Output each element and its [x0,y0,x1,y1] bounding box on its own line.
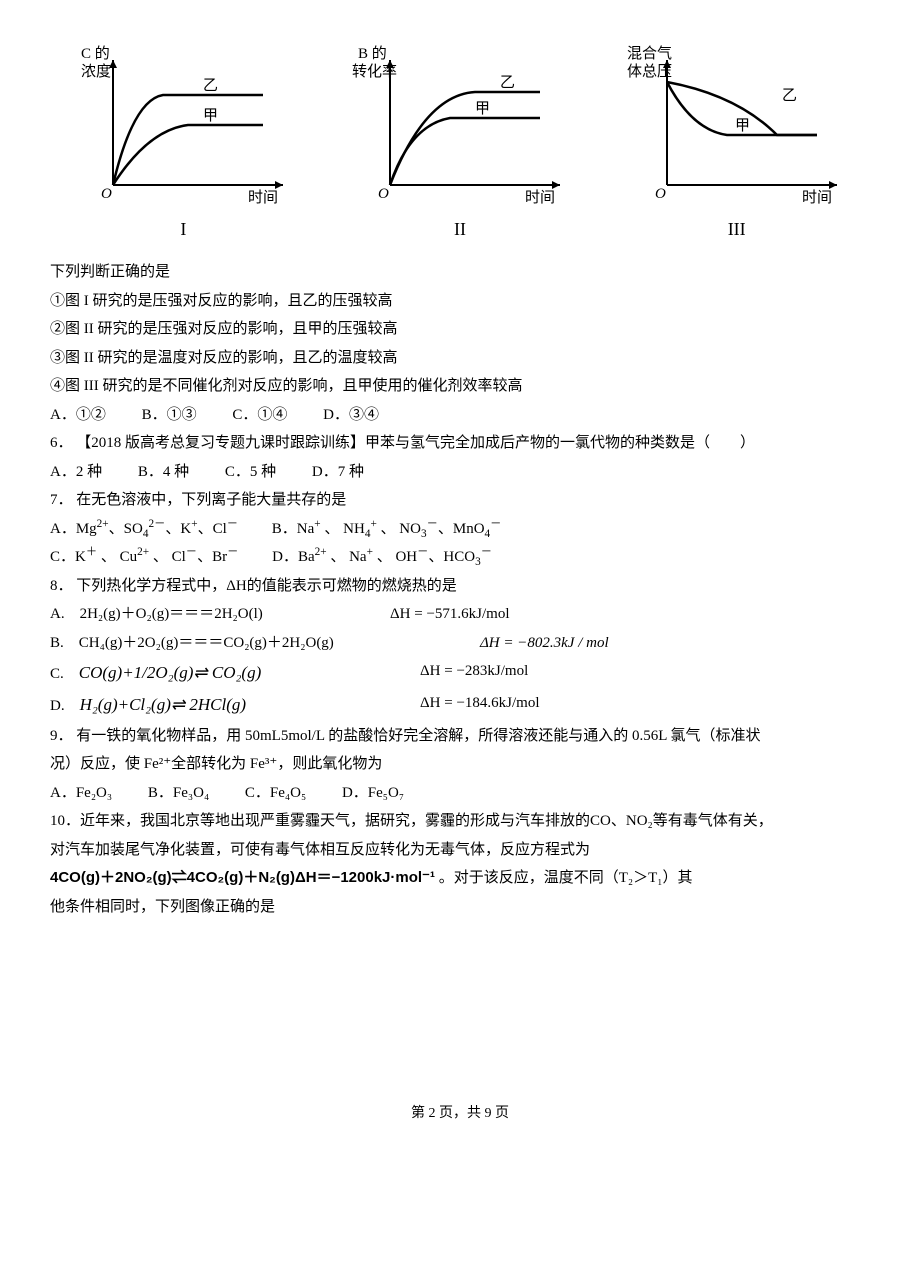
q9-stem-2: 况）反应，使 Fe²⁺全部转化为 Fe³⁺，则此氧化物为 [50,750,870,779]
q5-opt-c: C．①④ [232,407,287,423]
q8-a-dh: ΔH = −571.6kJ/mol [390,600,510,629]
q8-opt-b: B. CH₄(g)＋2O₂(g)＝＝＝CO₂(g)＋2H₂O(g) ΔH = −… [50,629,870,658]
q8-c-dh: ΔH = −283kJ/mol [420,657,528,686]
chart1-ylabel-2: 浓度 [81,63,111,80]
svg-text:O: O [101,186,112,202]
q5-stmt-1: ①图 I 研究的是压强对反应的影响，且乙的压强较高 [50,287,870,316]
q9-opt-d: D．Fe₅O₇ [342,785,404,801]
chart-1-svg: C 的 浓度 O 时间 乙 甲 [63,40,303,210]
page-footer: 第 2 页，共 9 页 [50,1101,870,1128]
chart-3: 混合气 体总压 O 时间 乙 甲 III [603,40,870,246]
q10-line3: 4CO(g)＋2NO₂(g)⇌4CO₂(g)＋N₂(g)ΔH＝−1200kJ·m… [50,864,870,893]
chart3-roman: III [728,212,746,246]
q8-a-eq: A. 2H₂(g)＋O₂(g)＝＝＝2H₂O(l) [50,606,263,622]
q9-opt-b: B．Fe₃O₄ [148,785,209,801]
q5-intro: 下列判断正确的是 [50,258,870,287]
chart3-ylabel-1: 混合气 [627,45,672,62]
q9-opt-c: C．Fe₄O₅ [245,785,306,801]
q5-opt-d: D．③④ [323,407,379,423]
q8-stem: 8． 下列热化学方程式中，ΔH的值能表示可燃物的燃烧热的是 [50,572,870,601]
q5-stmt-2: ②图 II 研究的是压强对反应的影响，且甲的压强较高 [50,315,870,344]
q6-options: A．2 种 B．4 种 C．5 种 D．7 种 [50,458,870,487]
q7-opt-c: C．K＋ 、 Cu2+ 、 Cl－、Br－ [50,549,238,565]
q7-row2: C．K＋ 、 Cu2+ 、 Cl－、Br－ D．Ba2+ 、 Na+ 、 OH－… [50,543,870,572]
q10-line2: 对汽车加装尾气净化装置，可使有毒气体相互反应转化为无毒气体，反应方程式为 [50,836,870,865]
chart3-curve-lower-label: 甲 [735,118,750,134]
chart2-curve-upper-label: 乙 [500,75,515,91]
q10-equation: 4CO(g)＋2NO₂(g)⇌4CO₂(g)＋N₂(g)ΔH＝−1200kJ·m… [50,869,435,886]
q10-line4: 他条件相同时，下列图像正确的是 [50,893,870,922]
chart-2-svg: B 的 转化率 O 时间 乙 甲 [340,40,580,210]
q6-opt-d: D．7 种 [312,464,364,480]
chart-1: C 的 浓度 O 时间 乙 甲 I [50,40,317,246]
q10-line1: 10．近年来，我国北京等地出现严重雾霾天气，据研究，雾霾的形成与汽车排放的CO、… [50,807,870,836]
q6-stem: 6． 【2018 版高考总复习专题九课时跟踪训练】甲苯与氢气完全加成后产物的一氯… [50,429,870,458]
svg-text:O: O [378,186,389,202]
q5-opt-b: B．①③ [142,407,197,423]
chart1-xlabel: 时间 [248,189,278,206]
chart2-curve-lower-label: 甲 [475,101,490,117]
chart2-roman: II [454,212,466,246]
q6-opt-c: C．5 种 [225,464,276,480]
chart3-xlabel: 时间 [802,189,832,206]
q6-opt-b: B．4 种 [138,464,189,480]
q9-options: A．Fe₂O₃ B．Fe₃O₄ C．Fe₄O₅ D．Fe₅O₇ [50,779,870,808]
q8-c-eq: CO(g)+1/2O₂(g)⇌ CO₂(g) [79,663,261,682]
q6-opt-a: A．2 种 [50,464,102,480]
chart1-curve-upper-label: 乙 [203,78,218,94]
q8-opt-a: A. 2H₂(g)＋O₂(g)＝＝＝2H₂O(l) ΔH = −571.6kJ/… [50,600,870,629]
chart-2: B 的 转化率 O 时间 乙 甲 II [327,40,594,246]
q8-b-eq: B. CH₄(g)＋2O₂(g)＝＝＝CO₂(g)＋2H₂O(g) [50,635,334,651]
q8-opt-d: D. H₂(g)+Cl₂(g)⇌ 2HCl(g) ΔH = −184.6kJ/m… [50,689,870,721]
q5-stmt-3: ③图 II 研究的是温度对反应的影响，且乙的温度较高 [50,344,870,373]
q5-options: A．①② B．①③ C．①④ D．③④ [50,401,870,430]
q8-opt-c: C. CO(g)+1/2O₂(g)⇌ CO₂(g) ΔH = −283kJ/mo… [50,657,870,689]
svg-text:O: O [655,186,666,202]
chart1-ylabel-1: C 的 [81,45,110,62]
q8-d-dh: ΔH = −184.6kJ/mol [420,689,540,718]
chart3-curve-upper-label: 乙 [782,88,797,104]
chart-3-svg: 混合气 体总压 O 时间 乙 甲 [617,40,857,210]
q9-stem-1: 9． 有一铁的氧化物样品，用 50mL5mol/L 的盐酸恰好完全溶解，所得溶液… [50,722,870,751]
q7-opt-d: D．Ba2+ 、 Na+ 、 OH－、HCO3－ [272,549,492,565]
q7-opt-a: A．Mg2+、SO42－、K+、Cl－ [50,521,238,537]
q8-d-eq: H₂(g)+Cl₂(g)⇌ 2HCl(g) [80,695,246,714]
chart1-curve-lower-label: 甲 [203,108,218,124]
chart2-xlabel: 时间 [525,189,555,206]
q5-stmt-4: ④图 III 研究的是不同催化剂对反应的影响，且甲使用的催化剂效率较高 [50,372,870,401]
chart1-roman: I [180,212,186,246]
q9-opt-a: A．Fe₂O₃ [50,785,112,801]
chart2-ylabel-1: B 的 [358,45,387,62]
q8-b-dh: ΔH = −802.3kJ / mol [480,629,609,658]
q5-opt-a: A．①② [50,407,106,423]
q7-row1: A．Mg2+、SO42－、K+、Cl－ B．Na+ 、 NH4+ 、 NO3－、… [50,515,870,544]
charts-row: C 的 浓度 O 时间 乙 甲 I B 的 转化率 O 时间 [50,40,870,246]
q7-stem: 7． 在无色溶液中，下列离子能大量共存的是 [50,486,870,515]
q7-opt-b: B．Na+ 、 NH4+ 、 NO3－、MnO4－ [272,521,502,537]
